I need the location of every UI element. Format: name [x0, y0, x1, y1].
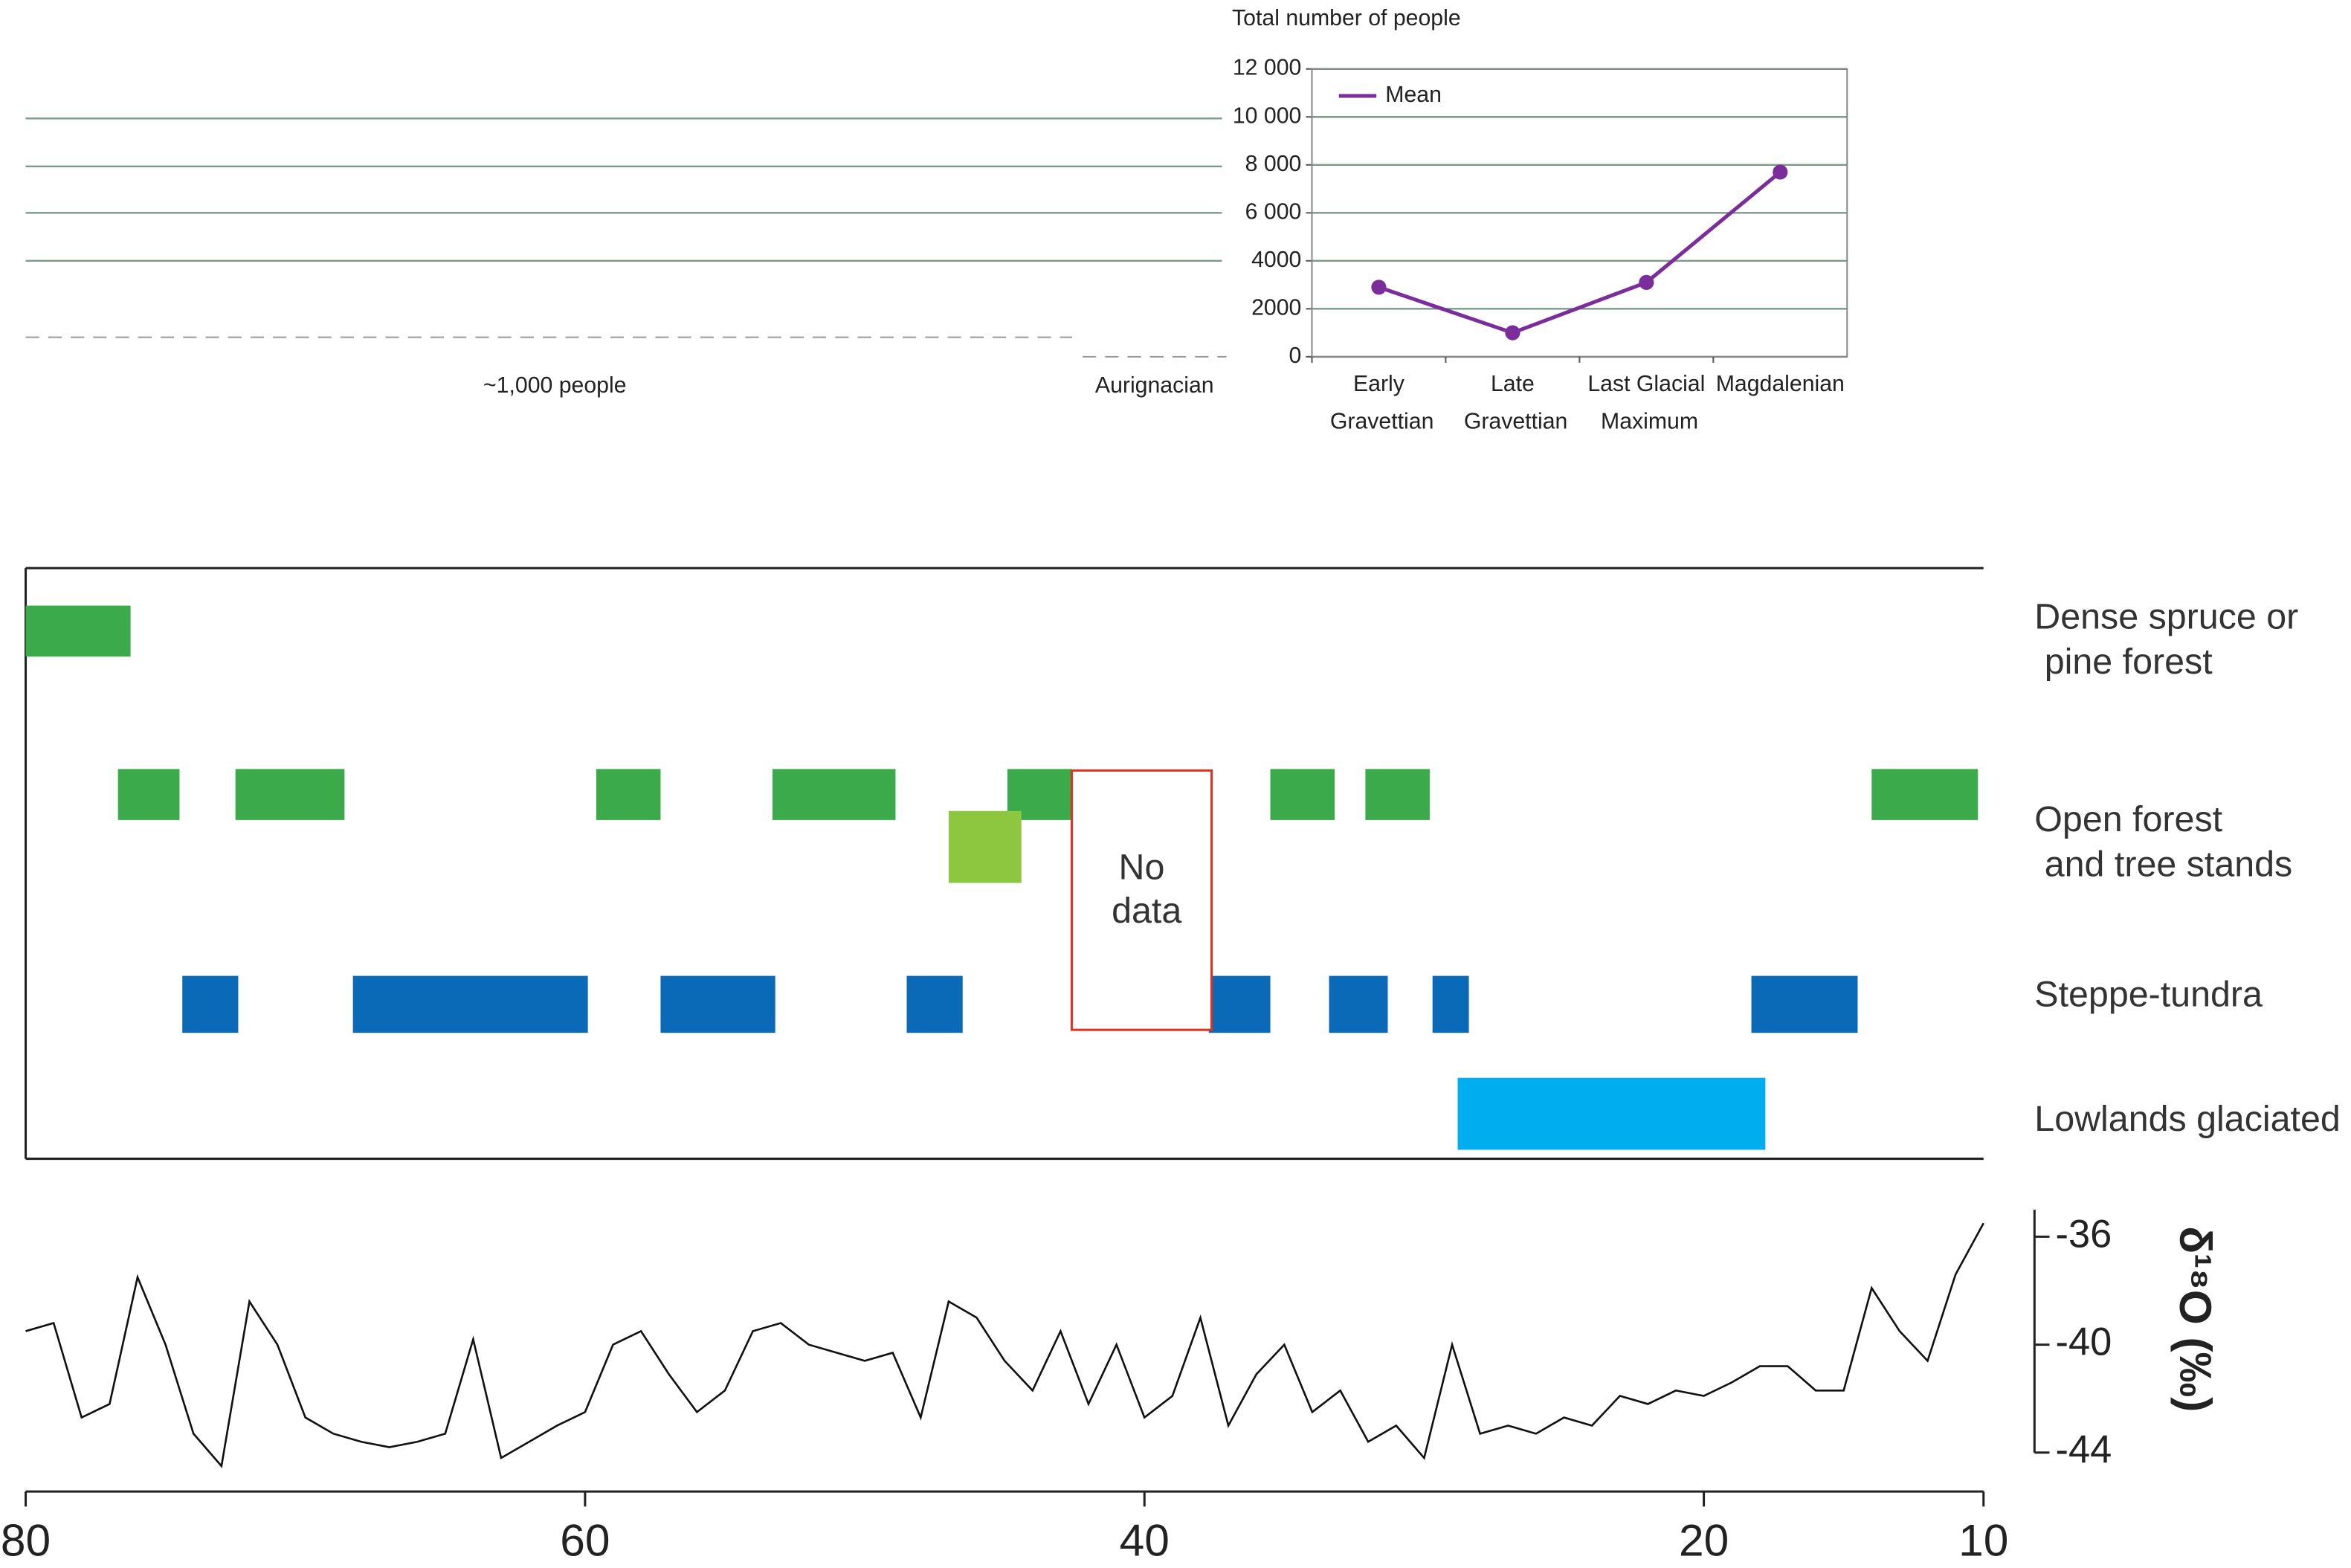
range-bar: [182, 975, 239, 1033]
point: [1773, 164, 1788, 180]
y-axis-title: δ¹⁸O (‰): [2170, 1226, 2221, 1412]
x-tick-label: Magdalenian: [1716, 372, 1845, 396]
point: [1371, 280, 1387, 295]
point: [1639, 274, 1654, 290]
range-bar: [1365, 769, 1430, 820]
y-tick-label: 2000: [1251, 295, 1301, 320]
range-bar: [1208, 975, 1271, 1033]
y-tick-label: 0: [1289, 343, 1302, 368]
y-axis-title: Total number of people: [1232, 6, 1461, 30]
legend-label: Mean: [1385, 83, 1442, 107]
range-bar: [25, 605, 131, 657]
annotation: Aurignacian: [1095, 373, 1214, 398]
y-tick-label: -40: [2056, 1320, 2112, 1364]
x-tick-label: Late Gravettian: [1457, 372, 1567, 433]
row-label: Steppe-tundra: [2034, 975, 2263, 1015]
range-bar: [1871, 769, 1978, 820]
row-label: Lowlands glaciated: [2034, 1099, 2340, 1139]
series-line: [1378, 170, 1781, 335]
x-tick-label: 40: [1120, 1515, 1170, 1566]
range-bar: [772, 769, 896, 820]
series-line: [25, 1222, 1984, 1468]
y-tick-label: -36: [2056, 1213, 2112, 1256]
y-tick-label: 4000: [1251, 248, 1301, 272]
row-label: Open forest and tree stands: [2034, 799, 2292, 884]
y-tick-label: 10 000: [1233, 103, 1301, 128]
range-bar: [1751, 975, 1858, 1033]
guide-lines: [25, 117, 1222, 262]
range-bar: [1457, 1077, 1766, 1150]
y-tick-label: -44: [2056, 1429, 2112, 1472]
annotation: ~1,000 people: [483, 373, 627, 398]
range-bar: [660, 975, 775, 1033]
x-tick-label: 10: [1958, 1515, 2008, 1566]
x-tick-label: 60: [560, 1515, 610, 1566]
range-bar: [596, 769, 661, 820]
x-tick-label: 20: [1679, 1515, 1729, 1566]
range-bar: [117, 769, 180, 820]
range-bar: [948, 810, 1022, 883]
row-label: Dense spruce or pine forest: [2034, 596, 2298, 681]
range-bar: [1432, 975, 1469, 1033]
no-data-label: No data: [1102, 847, 1182, 930]
x-tick-label: Early Gravettian: [1324, 372, 1434, 433]
range-bar: [235, 769, 345, 820]
range-bar: [906, 975, 963, 1033]
y-tick-label: 12 000: [1233, 56, 1301, 80]
point: [1505, 325, 1520, 341]
y-tick-label: 6 000: [1245, 199, 1302, 224]
range-bar: [352, 975, 588, 1033]
range-bar: [1270, 769, 1335, 820]
no-data-box: [1070, 769, 1213, 1031]
x-tick-label: Last Glacial Maximum: [1587, 372, 1705, 433]
frame: [25, 567, 1984, 1161]
x-tick-label: 80: [1, 1515, 51, 1566]
y-tick-label: 8 000: [1245, 152, 1302, 176]
range-bar: [1329, 975, 1388, 1033]
